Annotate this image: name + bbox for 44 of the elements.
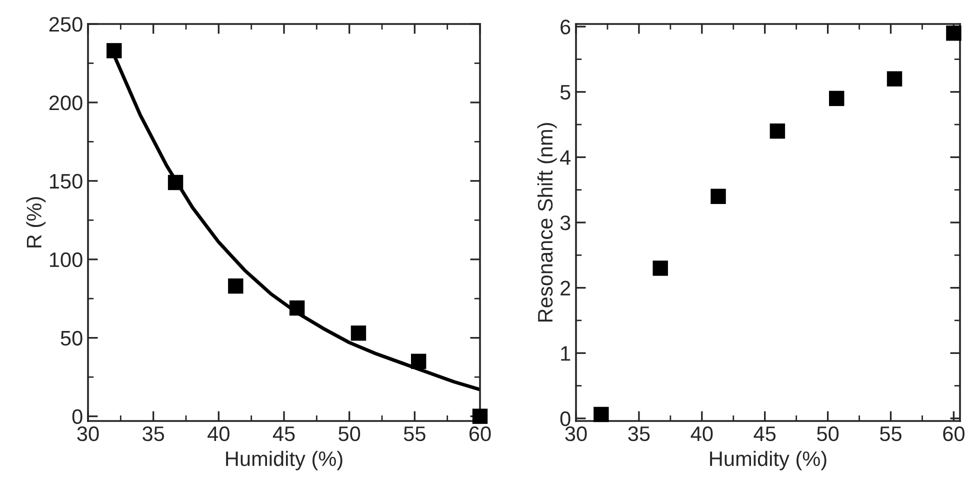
x-tick-label: 40 [208, 426, 230, 442]
x-tick-label: 60 [469, 426, 491, 442]
y-tick-label: 5 [560, 85, 570, 100]
y-tick-label: 200 [49, 95, 82, 110]
x-tick-label: 40 [690, 426, 713, 442]
x-tick-label: 50 [817, 426, 839, 442]
point [106, 43, 122, 58]
y-tick-label: 6 [560, 20, 570, 34]
point [594, 406, 609, 422]
y-tick-label: 50 [60, 330, 82, 346]
y-tick-label: 0 [72, 409, 82, 424]
point [829, 90, 844, 106]
x-axis-title: Humidity (%) [710, 450, 826, 470]
x-tick-label: 55 [880, 426, 902, 442]
x-axis-title: Humidity (%) [226, 450, 342, 470]
point [652, 260, 668, 276]
point [350, 326, 366, 341]
y-tick-label: 250 [49, 17, 82, 32]
point [472, 408, 488, 424]
x-tick-label: 45 [272, 426, 295, 442]
point [710, 188, 726, 204]
x-tick-label: 35 [142, 426, 164, 442]
point [886, 71, 902, 86]
point [410, 354, 426, 369]
point [770, 123, 786, 139]
y-tick-label: 150 [50, 174, 82, 189]
y-tick-label: 0 [560, 411, 570, 426]
x-tick-label: 30 [565, 426, 587, 442]
y-axis-title: R (%) [26, 197, 46, 248]
y-tick-label: 100 [50, 252, 82, 268]
point [228, 278, 244, 294]
x-tick-label: 30 [77, 426, 99, 442]
x-tick-label: 35 [628, 426, 650, 442]
x-tick-label: 55 [404, 426, 426, 442]
point [289, 300, 305, 316]
y-tick-label: 2 [560, 280, 570, 296]
x-tick-label: 60 [943, 426, 964, 442]
point [168, 174, 184, 190]
y-tick-label: 3 [560, 216, 570, 230]
x-tick-label: 50 [338, 426, 360, 442]
y-tick-label: 4 [560, 150, 571, 165]
y-axis-title: Resonance Shift (nm) [537, 123, 557, 322]
y-tick-label: 1 [561, 346, 570, 361]
x-tick-label: 45 [754, 426, 776, 442]
